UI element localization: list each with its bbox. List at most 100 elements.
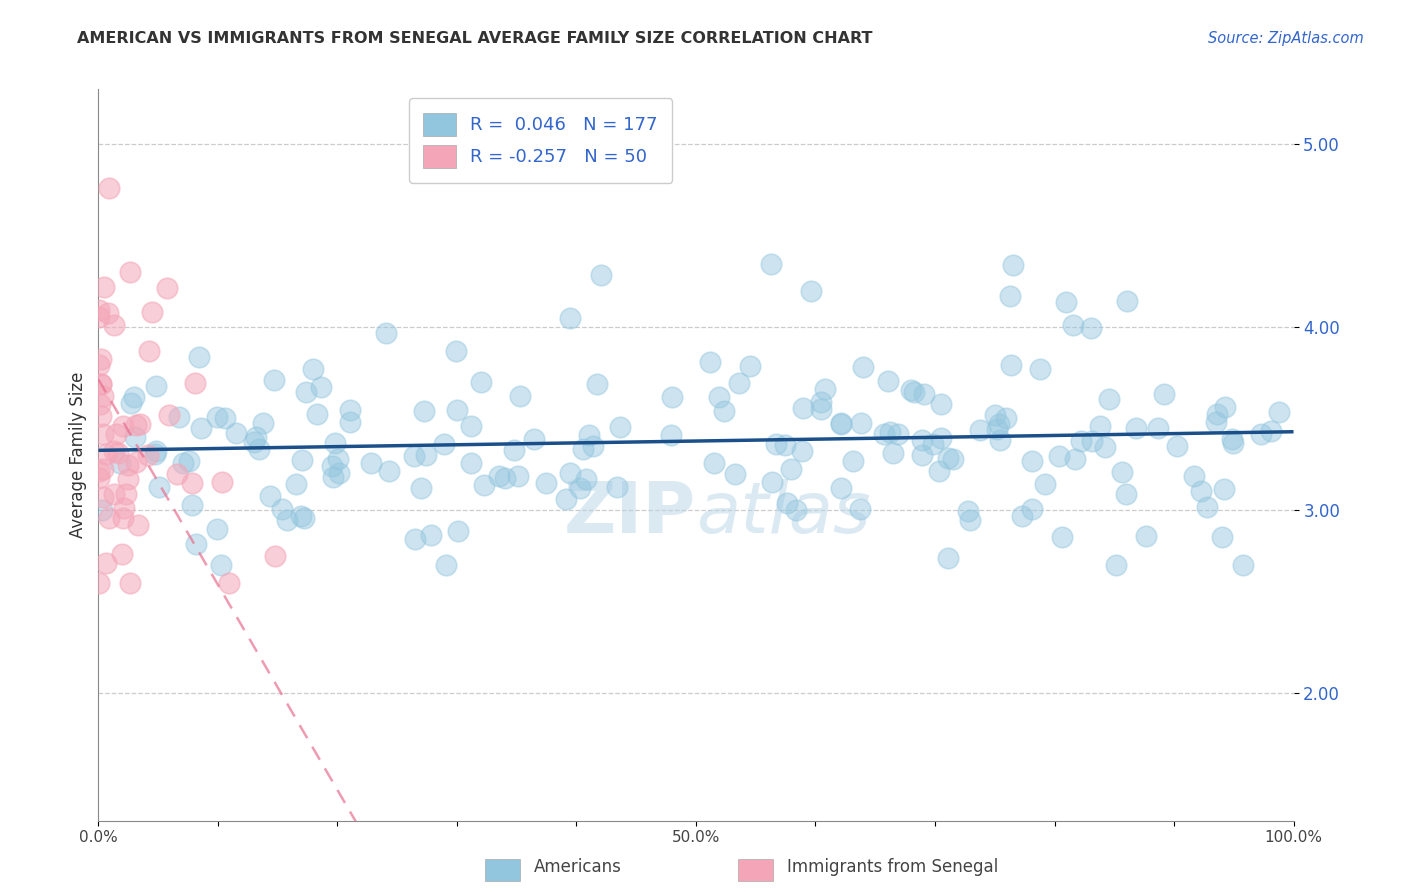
Point — [433, 437, 456, 451]
Point — [886, 427, 908, 442]
Point — [87, 303, 110, 318]
Point — [145, 444, 167, 458]
Point — [166, 467, 188, 481]
Point — [830, 417, 852, 431]
Point — [111, 547, 134, 561]
Point — [339, 402, 361, 417]
Point — [205, 522, 228, 536]
Point — [177, 454, 200, 468]
Point — [148, 479, 170, 493]
Point — [214, 411, 236, 425]
Point — [912, 387, 935, 401]
Point — [779, 462, 801, 476]
Point — [1052, 530, 1074, 544]
Point — [536, 475, 558, 490]
Point — [263, 373, 285, 387]
Point — [89, 471, 111, 485]
Point — [138, 343, 160, 358]
Point — [911, 449, 934, 463]
Point — [488, 469, 510, 483]
Point — [1002, 259, 1025, 273]
Point — [247, 442, 270, 456]
Point — [156, 280, 179, 294]
Point — [990, 433, 1012, 447]
Point — [727, 376, 749, 391]
Point — [900, 383, 922, 397]
Point — [263, 549, 285, 564]
Point — [1047, 449, 1070, 463]
Point — [1115, 487, 1137, 501]
Point — [761, 257, 783, 271]
Point — [659, 428, 682, 442]
Point — [558, 310, 581, 325]
Point — [506, 469, 529, 483]
Point — [942, 451, 965, 466]
Point — [413, 404, 436, 418]
Point — [136, 448, 159, 462]
Point — [879, 425, 901, 440]
Point — [91, 389, 114, 403]
Point — [111, 511, 134, 525]
Point — [91, 490, 114, 504]
Point — [169, 409, 191, 424]
Point — [1211, 530, 1233, 544]
Point — [292, 511, 315, 525]
Point — [87, 310, 110, 325]
FancyBboxPatch shape — [738, 859, 773, 881]
Point — [1000, 358, 1022, 372]
Point — [776, 496, 799, 510]
Point — [117, 458, 139, 473]
Point — [120, 396, 142, 410]
Point — [145, 379, 167, 393]
Point — [911, 434, 934, 448]
Point — [568, 481, 591, 495]
Point — [183, 376, 205, 391]
Point — [800, 284, 823, 298]
FancyBboxPatch shape — [485, 859, 520, 881]
Point — [494, 470, 516, 484]
Point — [470, 376, 492, 390]
Point — [419, 528, 441, 542]
Point — [103, 487, 125, 501]
Point — [699, 354, 721, 368]
Text: ZIP: ZIP — [564, 479, 696, 548]
Point — [89, 464, 111, 478]
Point — [1021, 502, 1043, 516]
Point — [415, 448, 437, 462]
Point — [1029, 361, 1052, 376]
Point — [141, 305, 163, 319]
Point — [98, 511, 121, 525]
Point — [1080, 320, 1102, 334]
Point — [1147, 420, 1170, 434]
Point — [761, 475, 783, 490]
Point — [810, 402, 832, 417]
Point — [903, 385, 925, 400]
Point — [284, 476, 307, 491]
Point — [434, 558, 457, 572]
Point — [129, 417, 152, 431]
Point — [931, 431, 953, 445]
Point — [1062, 318, 1084, 332]
Point — [773, 438, 796, 452]
Point — [785, 502, 807, 516]
Point — [1135, 529, 1157, 543]
Point — [91, 427, 114, 442]
Point — [94, 556, 117, 570]
Point — [609, 419, 631, 434]
Text: Americans: Americans — [534, 858, 621, 876]
Point — [402, 449, 425, 463]
Point — [378, 464, 401, 478]
Legend: R =  0.046   N = 177, R = -0.257   N = 50: R = 0.046 N = 177, R = -0.257 N = 50 — [409, 98, 672, 183]
Point — [211, 475, 233, 489]
Point — [814, 382, 837, 396]
Point — [873, 427, 896, 442]
Point — [931, 397, 953, 411]
Point — [294, 385, 316, 400]
Point — [928, 464, 950, 478]
Point — [107, 446, 129, 460]
Point — [591, 268, 613, 283]
Point — [157, 408, 180, 422]
Point — [790, 444, 813, 458]
Point — [302, 361, 325, 376]
Point — [181, 499, 204, 513]
